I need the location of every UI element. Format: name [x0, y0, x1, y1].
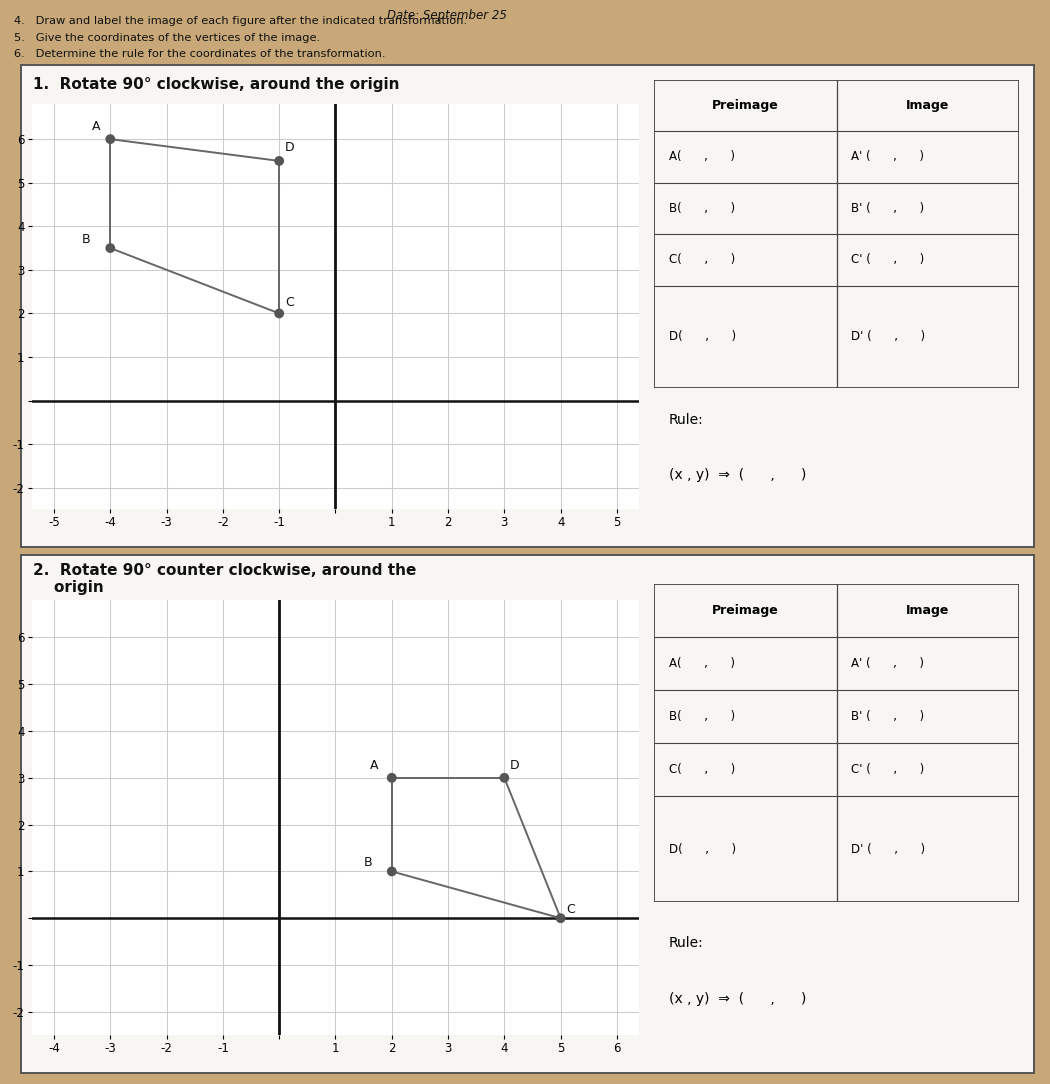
Text: Image: Image [906, 99, 949, 112]
Text: C' (      ,      ): C' ( , ) [852, 254, 924, 267]
Text: A' (      ,      ): A' ( , ) [852, 151, 924, 164]
Text: B: B [82, 233, 90, 246]
Text: B' (      ,      ): B' ( , ) [852, 202, 924, 215]
Text: C(      ,      ): C( , ) [669, 763, 735, 776]
Text: (x , y)  ⇒  (      ,      ): (x , y) ⇒ ( , ) [669, 992, 806, 1006]
Text: A(      ,      ): A( , ) [669, 657, 735, 670]
Text: A(      ,      ): A( , ) [669, 151, 735, 164]
Point [552, 909, 569, 927]
Text: Preimage: Preimage [712, 99, 779, 112]
Text: D' (      ,      ): D' ( , ) [852, 331, 925, 344]
Text: B(      ,      ): B( , ) [669, 710, 735, 723]
Text: 1.  Rotate 90° clockwise, around the origin: 1. Rotate 90° clockwise, around the orig… [34, 77, 400, 92]
Text: C: C [285, 296, 294, 309]
Text: 6.   Determine the rule for the coordinates of the transformation.: 6. Determine the rule for the coordinate… [14, 49, 385, 59]
Text: A: A [92, 119, 101, 132]
Text: D: D [510, 759, 520, 772]
Text: A: A [371, 759, 379, 772]
Text: C(      ,      ): C( , ) [669, 254, 735, 267]
Text: Date: September 25: Date: September 25 [386, 9, 507, 22]
Text: 4.   Draw and label the image of each figure after the indicated transformation.: 4. Draw and label the image of each figu… [14, 16, 467, 26]
Text: B: B [363, 856, 373, 869]
Text: B(      ,      ): B( , ) [669, 202, 735, 215]
Text: D(      ,      ): D( , ) [669, 331, 736, 344]
Text: D(      ,      ): D( , ) [669, 842, 736, 855]
Text: D' (      ,      ): D' ( , ) [852, 842, 925, 855]
Text: Rule:: Rule: [669, 413, 704, 427]
Text: (x , y)  ⇒  (      ,      ): (x , y) ⇒ ( , ) [669, 468, 806, 482]
Text: B' (      ,      ): B' ( , ) [852, 710, 924, 723]
Text: A' (      ,      ): A' ( , ) [852, 657, 924, 670]
Text: 2.  Rotate 90° counter clockwise, around the
    origin: 2. Rotate 90° counter clockwise, around … [34, 563, 417, 595]
Point [102, 240, 119, 257]
Point [271, 305, 288, 322]
Text: 5.   Give the coordinates of the vertices of the image.: 5. Give the coordinates of the vertices … [14, 33, 320, 42]
Text: C' (      ,      ): C' ( , ) [852, 763, 924, 776]
Text: D: D [285, 141, 294, 154]
Text: Preimage: Preimage [712, 604, 779, 617]
Point [383, 863, 400, 880]
Text: C: C [566, 903, 575, 916]
Point [383, 770, 400, 787]
Text: Rule:: Rule: [669, 937, 704, 950]
Point [102, 130, 119, 147]
Point [496, 770, 512, 787]
Point [271, 152, 288, 169]
Text: Image: Image [906, 604, 949, 617]
